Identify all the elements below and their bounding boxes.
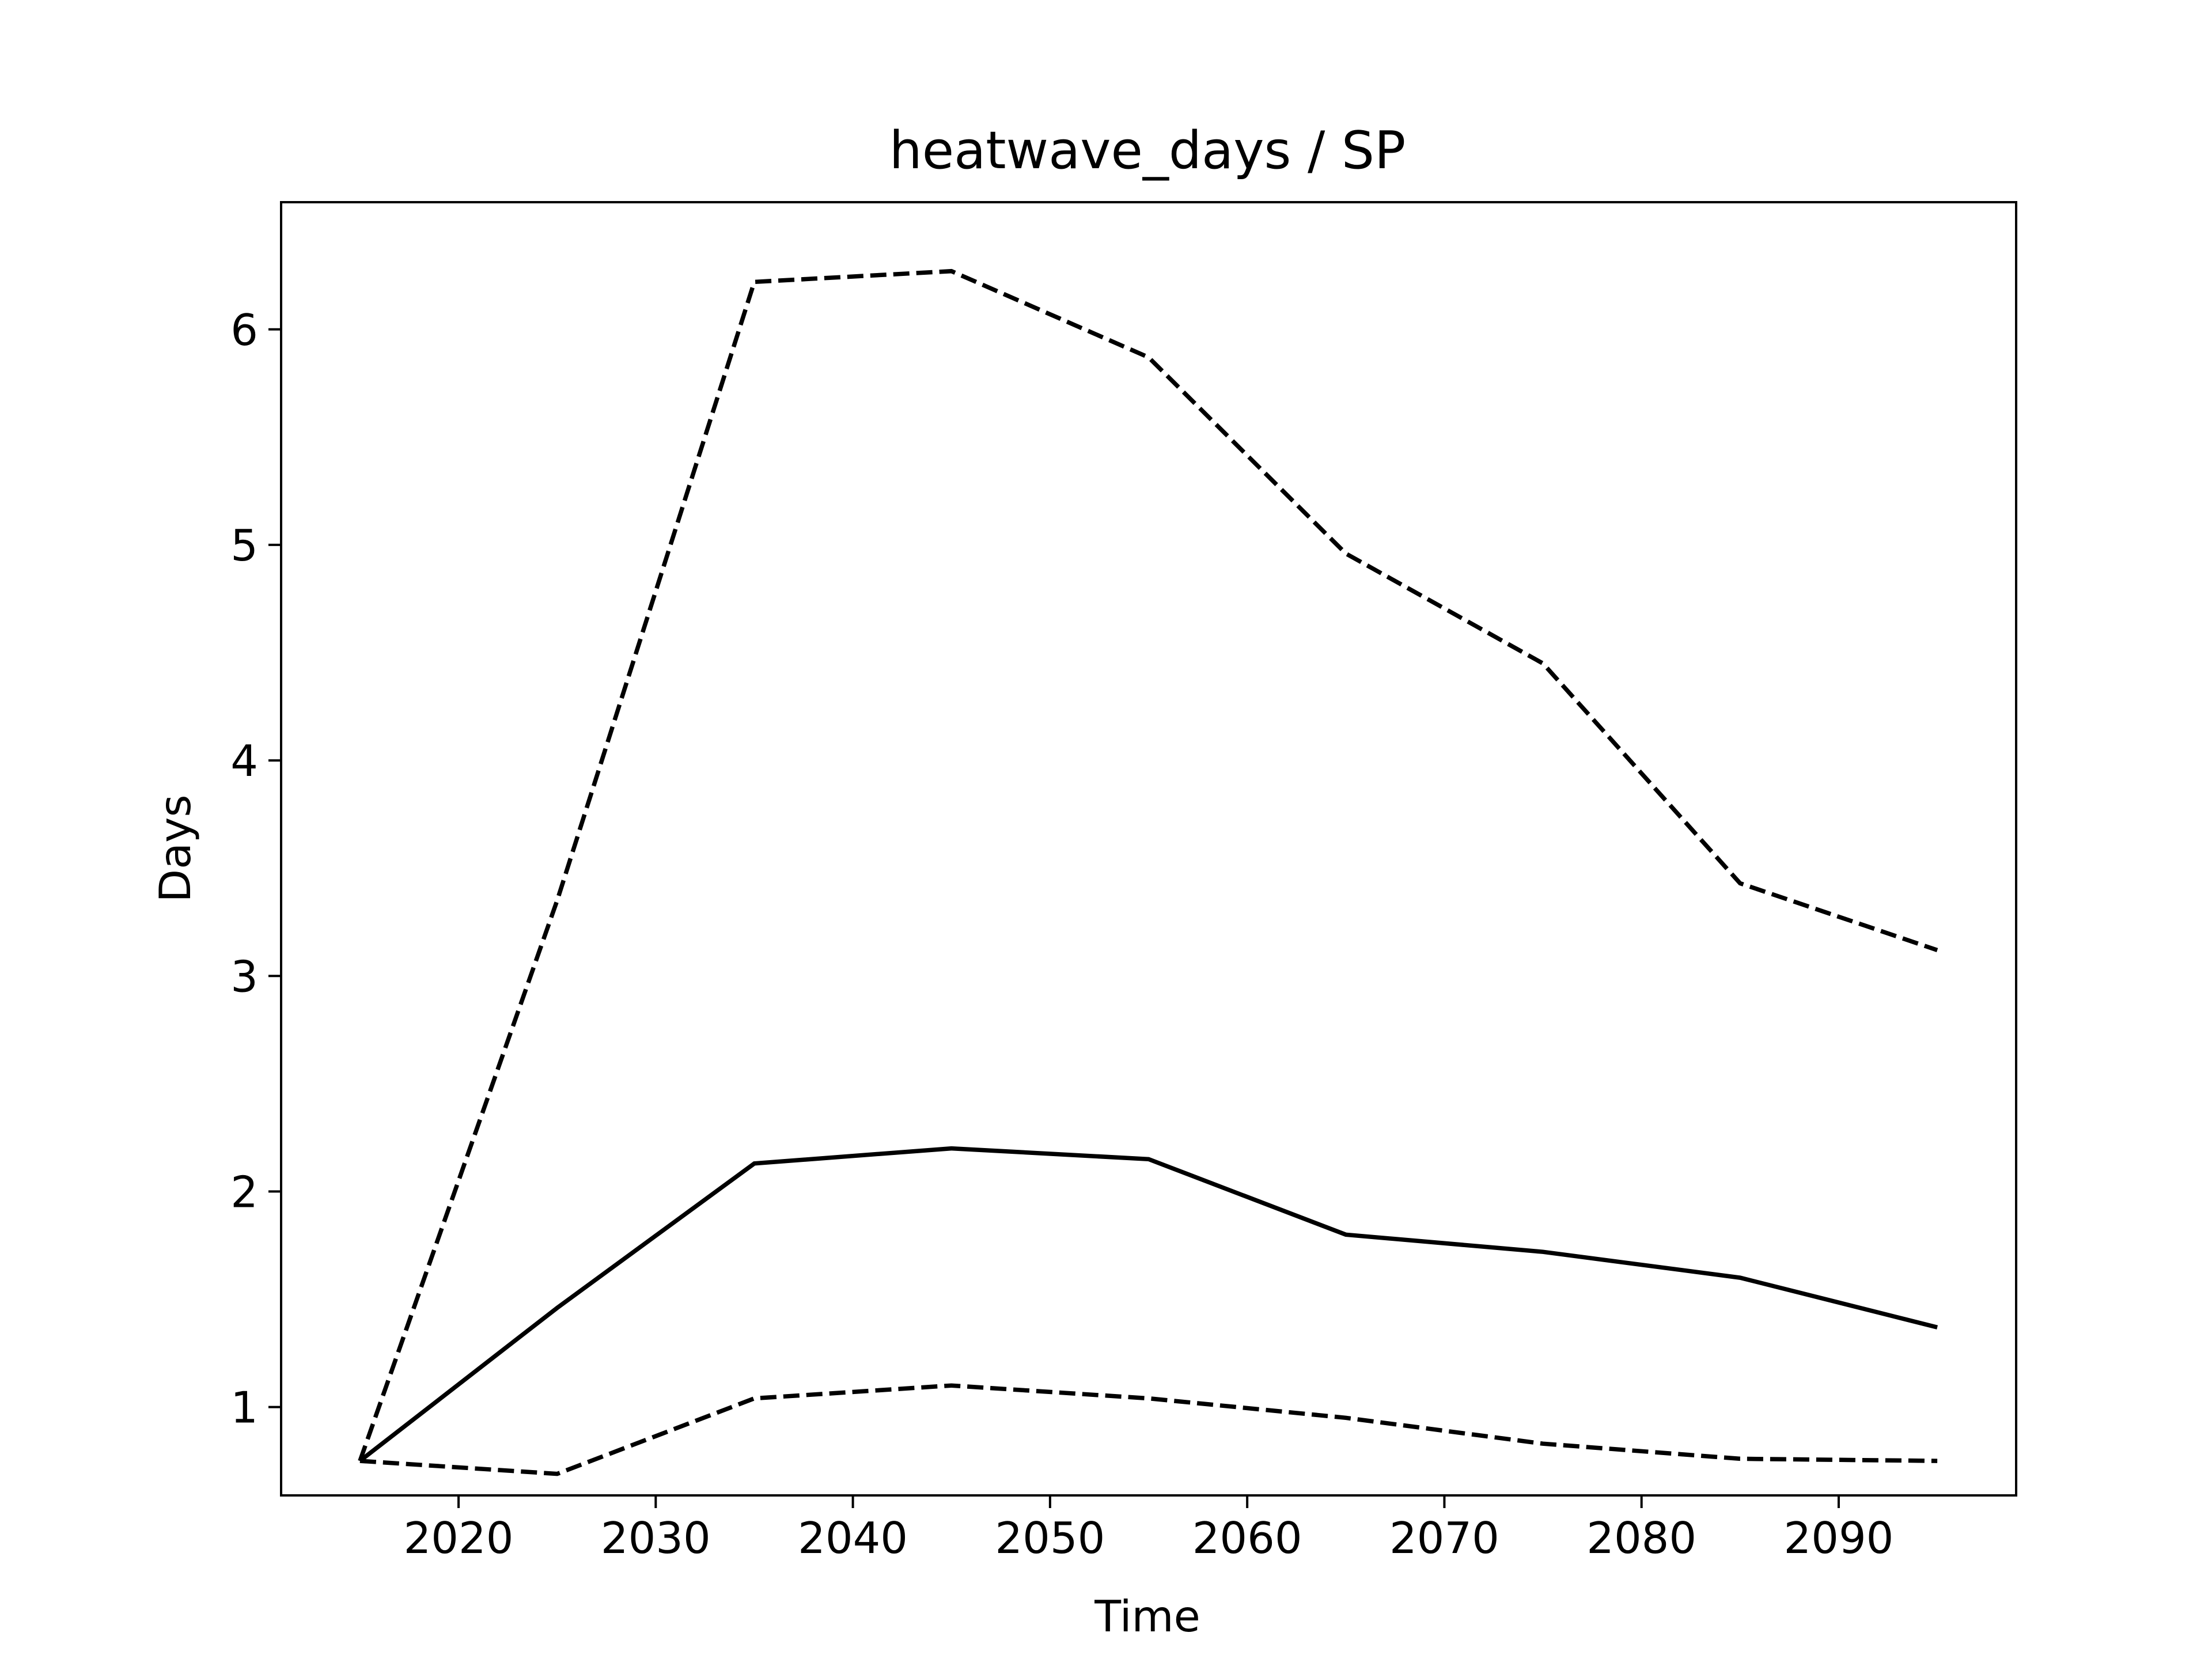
- y-tick-label-4: 5: [230, 520, 258, 571]
- chart-title: heatwave_days / SP: [889, 120, 1406, 181]
- lower-bound-line: [359, 1383, 1938, 1476]
- y-tick-label-0: 1: [230, 1382, 258, 1433]
- y-tick-label-2: 3: [230, 951, 258, 1002]
- x-tick-label-6: 2080: [1586, 1513, 1696, 1563]
- x-axis: 2020 2030 2040 2050 2060 2070 2080 2090: [404, 1495, 1894, 1563]
- x-tick-label-1: 2030: [601, 1513, 711, 1563]
- series-layer: [358, 268, 1938, 1476]
- x-tick-label-7: 2090: [1784, 1513, 1894, 1563]
- x-tick-label-4: 2060: [1192, 1513, 1302, 1563]
- x-tick-label-5: 2070: [1389, 1513, 1499, 1563]
- y-tick-label-3: 4: [230, 736, 258, 786]
- x-tick-label-0: 2020: [404, 1513, 514, 1563]
- x-axis-label: Time: [1094, 1591, 1200, 1642]
- median-line: [358, 1146, 1938, 1463]
- y-axis: 1 2 3 4 5 6: [230, 305, 281, 1433]
- x-tick-label-2: 2040: [798, 1513, 908, 1563]
- upper-bound-line: [358, 268, 1938, 1462]
- y-axis-label: Days: [150, 794, 200, 902]
- x-tick-label-3: 2050: [995, 1513, 1105, 1563]
- plot-frame: [280, 201, 2017, 1497]
- y-tick-label-5: 6: [230, 305, 258, 355]
- y-tick-label-1: 2: [230, 1166, 258, 1217]
